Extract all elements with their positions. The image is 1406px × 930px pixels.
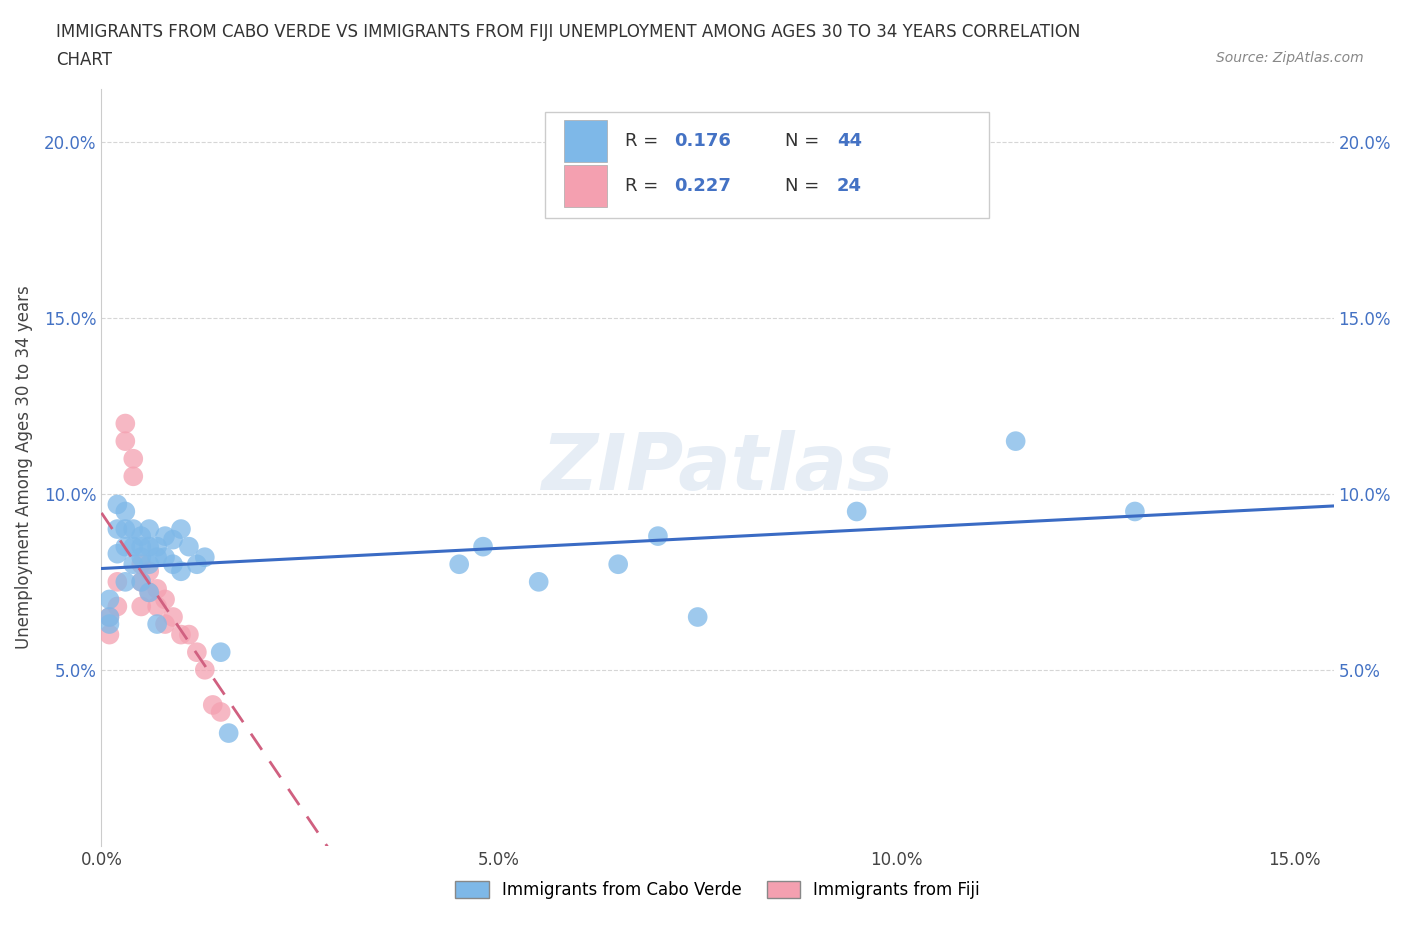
Point — [129, 575, 152, 590]
Point — [138, 539, 160, 554]
Point — [122, 539, 145, 554]
Text: 44: 44 — [837, 132, 862, 150]
Point — [129, 575, 152, 590]
Point — [138, 564, 160, 578]
Point — [194, 662, 217, 677]
Point — [129, 528, 152, 543]
Point — [472, 539, 495, 554]
Point — [129, 550, 152, 565]
Point — [114, 575, 136, 590]
Point — [105, 546, 128, 561]
Point — [114, 416, 136, 431]
Point — [146, 617, 169, 631]
Point — [129, 539, 152, 554]
Point — [186, 644, 208, 659]
Point — [114, 522, 136, 537]
Point — [98, 609, 121, 624]
Text: 0.227: 0.227 — [675, 178, 731, 195]
Point — [122, 522, 145, 537]
Point — [153, 550, 176, 565]
Point — [129, 557, 152, 572]
Text: IMMIGRANTS FROM CABO VERDE VS IMMIGRANTS FROM FIJI UNEMPLOYMENT AMONG AGES 30 TO: IMMIGRANTS FROM CABO VERDE VS IMMIGRANTS… — [56, 23, 1081, 41]
Point — [162, 532, 184, 547]
Point — [209, 644, 232, 659]
Point — [105, 497, 128, 512]
Point — [153, 592, 176, 607]
Point — [153, 617, 176, 631]
Point — [122, 451, 145, 466]
Point — [129, 599, 152, 614]
Point — [98, 617, 121, 631]
Text: R =: R = — [626, 178, 664, 195]
Point — [114, 433, 136, 448]
Legend: Immigrants from Cabo Verde, Immigrants from Fiji: Immigrants from Cabo Verde, Immigrants f… — [449, 874, 987, 906]
Point — [146, 550, 169, 565]
Point — [98, 592, 121, 607]
Point — [146, 539, 169, 554]
Point — [146, 599, 169, 614]
Point — [122, 557, 145, 572]
Text: 24: 24 — [837, 178, 862, 195]
Point — [1123, 504, 1146, 519]
Point — [686, 609, 709, 624]
Bar — [564, 166, 606, 207]
Point — [177, 539, 200, 554]
Point — [138, 557, 160, 572]
Text: 0.176: 0.176 — [675, 132, 731, 150]
Point — [170, 564, 193, 578]
Text: ZIPatlas: ZIPatlas — [541, 430, 894, 506]
Point — [170, 522, 193, 537]
Point — [162, 557, 184, 572]
FancyBboxPatch shape — [546, 113, 988, 218]
Point — [138, 585, 160, 600]
Point — [138, 522, 160, 537]
Point — [98, 627, 121, 642]
Point — [647, 528, 669, 543]
Point — [209, 705, 232, 720]
Point — [162, 609, 184, 624]
Point — [138, 585, 160, 600]
Point — [153, 528, 176, 543]
Point — [114, 504, 136, 519]
Text: N =: N = — [786, 178, 825, 195]
Point — [449, 557, 471, 572]
Point — [105, 599, 128, 614]
Point — [194, 550, 217, 565]
Point — [98, 609, 121, 624]
Point — [146, 581, 169, 596]
Point — [1004, 433, 1026, 448]
Point — [201, 698, 224, 712]
Point — [170, 627, 193, 642]
Point — [105, 522, 128, 537]
Point — [218, 725, 240, 740]
Bar — [564, 120, 606, 162]
Point — [114, 539, 136, 554]
Text: CHART: CHART — [56, 51, 112, 69]
Point — [527, 575, 550, 590]
Point — [105, 575, 128, 590]
Text: R =: R = — [626, 132, 664, 150]
Text: N =: N = — [786, 132, 825, 150]
Point — [186, 557, 208, 572]
Y-axis label: Unemployment Among Ages 30 to 34 years: Unemployment Among Ages 30 to 34 years — [15, 286, 32, 649]
Point — [122, 469, 145, 484]
Point — [177, 627, 200, 642]
Point — [607, 557, 630, 572]
Text: Source: ZipAtlas.com: Source: ZipAtlas.com — [1216, 51, 1364, 65]
Point — [845, 504, 868, 519]
